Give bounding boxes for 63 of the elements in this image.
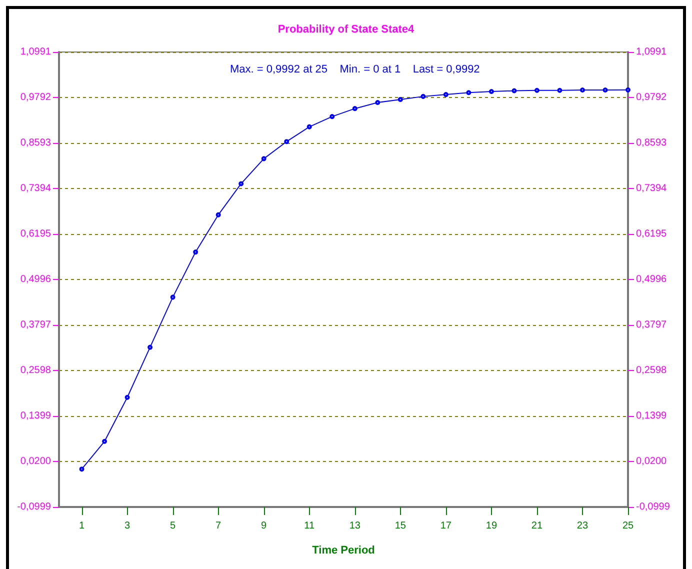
point	[512, 88, 517, 94]
point	[375, 100, 380, 106]
x-tick-label: 25	[622, 520, 634, 532]
x-tick-label: 5	[170, 520, 176, 532]
y2-tick-label: 0,9792	[636, 92, 668, 103]
point	[557, 88, 562, 93]
y-tick-label: 0,8593	[20, 138, 52, 148]
x-tick-label: 15	[394, 520, 406, 532]
point	[238, 181, 244, 186]
point	[102, 438, 108, 444]
point	[124, 394, 130, 400]
y2-tick-label: 0,6195	[636, 228, 668, 240]
y2-tick-label: 0,8593	[636, 138, 668, 148]
point	[443, 92, 448, 98]
point	[626, 87, 630, 92]
point	[216, 212, 221, 218]
point	[170, 294, 176, 300]
y2-tick-label: 0,2598	[636, 365, 668, 376]
point	[261, 156, 266, 162]
y-tick-label: 0,1399	[20, 410, 52, 422]
y-tick-label: 0,3797	[20, 320, 52, 330]
x-tick-label: 9	[261, 520, 268, 532]
point	[306, 124, 312, 130]
annotation: Max. = 0,9992 at 25 Min. = 0 at 1 Last = 0,9992	[230, 64, 480, 76]
chart-title: Probability of State State4	[278, 24, 416, 36]
point	[466, 90, 472, 96]
point	[284, 139, 290, 144]
x-tick-label: 3	[124, 520, 130, 532]
y2-tick-label: 0,1399	[636, 410, 668, 422]
y2-tick-label: 0,7394	[636, 183, 668, 194]
point	[148, 344, 153, 350]
y2-tick-label: 0,4996	[636, 274, 668, 285]
point	[602, 87, 608, 92]
x-tick-label: 13	[349, 520, 361, 532]
point	[488, 89, 494, 94]
y2-tick-label: -0,0999	[636, 502, 670, 512]
y-tick-label: 0,6195	[20, 228, 52, 240]
y-tick-label: 0,4996	[20, 274, 52, 285]
x-axis-title: Time Period	[312, 544, 375, 556]
point	[534, 88, 540, 93]
point	[79, 466, 84, 472]
point	[420, 94, 426, 99]
x-tick-label: 1	[78, 520, 85, 532]
x-tick-label: 23	[576, 520, 588, 532]
y-tick-label: 1,0991	[20, 46, 52, 58]
y2-tick-label: 0,3797	[636, 320, 668, 330]
point	[352, 106, 358, 112]
y-tick-label: 0,7394	[20, 183, 52, 194]
x-tick-label: 19	[486, 520, 498, 532]
x-tick-label: 21	[531, 520, 543, 532]
x-tick-label: 11	[304, 520, 315, 532]
x-tick-label: 7	[216, 520, 222, 532]
y-tick-label: -0,0999	[17, 502, 52, 512]
y-tick-label: 0,0200	[20, 456, 52, 467]
point	[193, 250, 198, 255]
point	[330, 114, 335, 120]
y2-tick-label: 0,0200	[636, 456, 668, 467]
x-tick-label: 17	[440, 520, 452, 532]
y-tick-label: 0,9792	[20, 92, 52, 103]
y-tick-label: 0,2598	[20, 365, 52, 376]
y2-tick-label: 1,0991	[636, 46, 668, 58]
point	[580, 87, 585, 92]
point	[398, 96, 403, 102]
